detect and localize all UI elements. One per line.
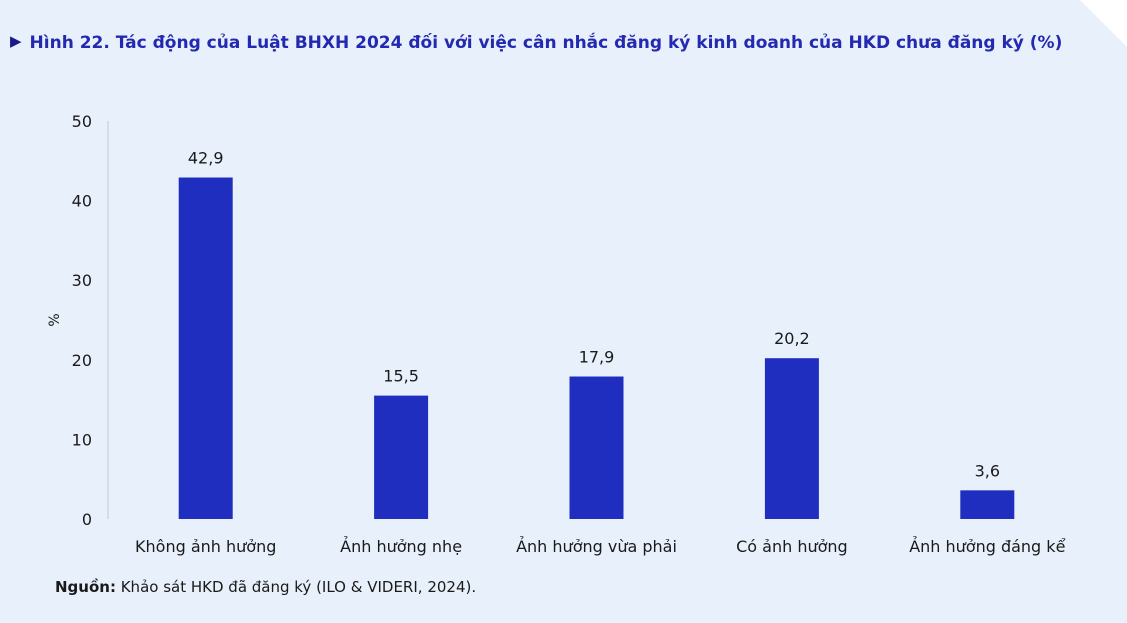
x-tick-label: Ảnh hưởng vừa phải	[516, 536, 677, 556]
x-tick-label: Có ảnh hưởng	[736, 537, 848, 556]
x-tick-label: Ảnh hưởng nhẹ	[340, 536, 462, 556]
figure-title-text: Hình 22. Tác động của Luật BHXH 2024 đối…	[29, 33, 1063, 53]
y-tick-label: 10	[72, 430, 92, 449]
figure-title: ▶ Hình 22. Tác động của Luật BHXH 2024 đ…	[10, 30, 1070, 56]
x-tick-label: Ảnh hưởng đáng kể	[909, 536, 1065, 556]
bar	[374, 395, 429, 519]
y-axis-label: %	[47, 313, 63, 326]
bar	[569, 376, 624, 519]
data-label: 17,9	[579, 348, 615, 367]
y-tick-label: 40	[72, 192, 92, 211]
y-tick-label: 0	[82, 510, 92, 529]
data-label: 15,5	[383, 367, 419, 386]
source-text: Khảo sát HKD đã đăng ký (ILO & VIDERI, 2…	[115, 578, 477, 596]
y-tick-label: 20	[72, 351, 92, 370]
triangle-marker-icon: ▶	[10, 32, 22, 50]
data-label: 3,6	[975, 461, 1000, 480]
figure-source: Nguồn: Khảo sát HKD đã đăng ký (ILO & VI…	[55, 578, 476, 596]
bar	[960, 490, 1015, 519]
bar	[764, 358, 819, 519]
x-tick-label: Không ảnh hưởng	[135, 537, 276, 556]
source-label: Nguồn:	[55, 578, 116, 596]
y-tick-label: 50	[72, 112, 92, 131]
y-tick-label: 30	[72, 271, 92, 290]
bar	[178, 177, 233, 520]
data-label: 42,9	[188, 149, 224, 168]
data-label: 20,2	[774, 329, 810, 348]
